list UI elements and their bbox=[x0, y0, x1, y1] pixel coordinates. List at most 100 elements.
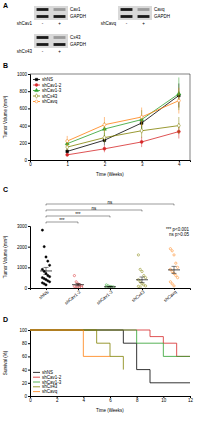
point bbox=[139, 286, 141, 288]
condition-label: shCav1 bbox=[17, 21, 33, 26]
tick-label: 0 bbox=[24, 394, 27, 399]
tick: 0 bbox=[24, 394, 30, 399]
axis: 02004006008001000 bbox=[17, 72, 31, 163]
x-axis-title: Time (Weeks) bbox=[96, 408, 124, 413]
tick-label: 600 bbox=[19, 106, 27, 111]
tick-mark bbox=[28, 247, 30, 248]
series-line bbox=[67, 101, 179, 141]
band-label: Cavq bbox=[154, 7, 165, 12]
band bbox=[37, 8, 49, 11]
tick-mark bbox=[28, 143, 30, 144]
point bbox=[137, 254, 139, 256]
point bbox=[173, 285, 175, 287]
tick: 6 bbox=[109, 396, 112, 403]
point bbox=[48, 264, 50, 266]
sem-bar bbox=[172, 266, 177, 273]
error-bar bbox=[104, 132, 105, 142]
band bbox=[37, 43, 49, 46]
tick: 10 bbox=[161, 396, 167, 403]
point bbox=[173, 254, 175, 256]
axis: 0100020003000 bbox=[17, 224, 31, 291]
series-line bbox=[67, 126, 179, 148]
point bbox=[43, 246, 45, 248]
blot-background bbox=[118, 6, 152, 20]
significance-label: *** bbox=[59, 218, 65, 223]
tick-label: 0 bbox=[24, 286, 27, 291]
condition-label: shCavq bbox=[101, 21, 117, 26]
point bbox=[175, 262, 177, 264]
band bbox=[54, 43, 66, 46]
tick: 800 bbox=[19, 89, 30, 94]
tick-label: shCavq bbox=[163, 289, 178, 303]
tick-label: 4 bbox=[83, 398, 86, 403]
tick: 40 bbox=[22, 368, 30, 373]
point bbox=[41, 268, 43, 270]
tick-mark bbox=[28, 356, 30, 357]
tick-mark bbox=[28, 91, 30, 92]
panel-label: C bbox=[3, 186, 8, 193]
point bbox=[144, 285, 146, 287]
tick: 2 bbox=[104, 160, 107, 167]
point bbox=[141, 270, 143, 272]
marker bbox=[177, 99, 180, 102]
sem-bar bbox=[44, 267, 49, 274]
point bbox=[48, 281, 50, 283]
point bbox=[73, 274, 75, 276]
legend-swatch bbox=[33, 377, 40, 378]
tick-label: shCav1-2 bbox=[64, 289, 82, 306]
tick-label: shCav1-3 bbox=[96, 289, 114, 306]
series-line bbox=[67, 94, 179, 144]
axis: 024681012 bbox=[29, 396, 193, 403]
tick-label: 2000 bbox=[17, 245, 28, 250]
significance-label: ns bbox=[108, 200, 114, 205]
tick-label: 0 bbox=[29, 398, 32, 403]
condition-label: shCx43 bbox=[17, 49, 33, 54]
axis-line bbox=[190, 74, 191, 160]
blot: Cav1GAPDHshCav1-+ bbox=[17, 6, 86, 26]
note: ns p>0.05 bbox=[169, 232, 189, 237]
band bbox=[54, 8, 66, 11]
band bbox=[37, 36, 49, 39]
band bbox=[54, 15, 66, 18]
tick-label: shNS bbox=[38, 289, 50, 300]
point bbox=[45, 256, 47, 258]
panel-label: A bbox=[3, 2, 8, 9]
legend-marker bbox=[35, 84, 38, 87]
legend-swatch bbox=[33, 386, 40, 387]
legend: shNSshCav1-2shCav1-3shCx43shCavq bbox=[33, 370, 62, 394]
legend-swatch bbox=[33, 391, 40, 392]
legend-label: shNS bbox=[42, 77, 53, 82]
point bbox=[171, 270, 173, 272]
survival-curve bbox=[30, 330, 110, 356]
point bbox=[175, 274, 177, 276]
tick-label: 10 bbox=[161, 398, 167, 403]
error-bar bbox=[67, 136, 68, 146]
tick-label: 2 bbox=[104, 162, 107, 167]
error-bar bbox=[141, 108, 142, 127]
legend-swatch bbox=[33, 382, 40, 383]
tick: 1000 bbox=[17, 265, 30, 270]
band-label: GAPDH bbox=[70, 14, 86, 19]
blot: Cx43GAPDHshCx43-+ bbox=[17, 34, 86, 54]
panel-label: D bbox=[3, 316, 8, 323]
legend-marker bbox=[35, 100, 38, 103]
tick-label: shCx43 bbox=[131, 289, 146, 303]
tick: 1 bbox=[66, 160, 69, 167]
legend-label: shCavq bbox=[42, 389, 58, 394]
tick: 100 bbox=[19, 328, 30, 333]
tick: 600 bbox=[19, 106, 30, 111]
point bbox=[169, 248, 171, 250]
axis: 01234 bbox=[29, 160, 190, 167]
legend-marker bbox=[35, 78, 37, 80]
plot-area bbox=[40, 229, 180, 288]
marker bbox=[66, 140, 69, 143]
marker bbox=[103, 123, 106, 126]
lane-label: + bbox=[58, 21, 61, 26]
legend-label: shCav1-3 bbox=[42, 88, 62, 93]
survival-curve bbox=[30, 330, 190, 383]
tick-mark bbox=[28, 383, 30, 384]
marker bbox=[66, 153, 69, 156]
point bbox=[169, 281, 171, 283]
point bbox=[171, 283, 173, 285]
tick: 4 bbox=[83, 396, 86, 403]
